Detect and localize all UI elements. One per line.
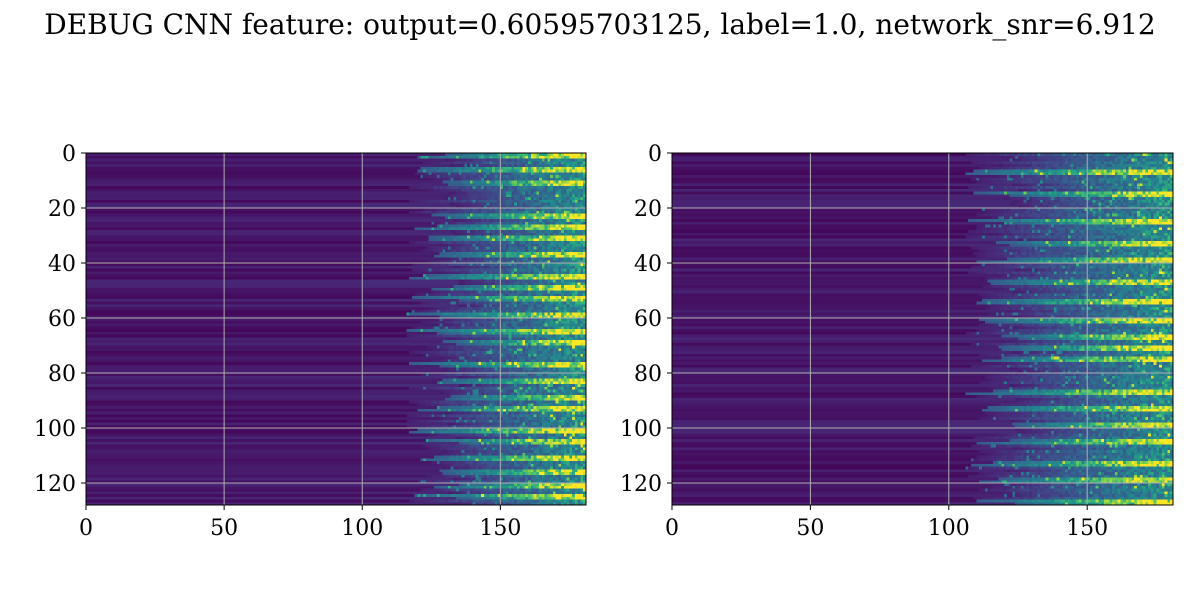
y-tick-label: 20 (48, 197, 76, 222)
y-tick-label: 120 (620, 472, 662, 497)
y-tick-label: 120 (34, 472, 76, 497)
y-tick-label: 0 (648, 142, 662, 167)
heatmap-panel-left: 0 50 100 150 0 20 40 60 80 100 120 (34, 142, 587, 541)
y-tick-label: 100 (620, 417, 662, 442)
y-tick-label: 40 (634, 252, 662, 277)
y-tick-label: 100 (34, 417, 76, 442)
figure-title: DEBUG CNN feature: output=0.60595703125,… (44, 8, 1156, 41)
heatmap-panel-right: 0 50 100 150 0 20 40 60 80 100 120 (620, 142, 1174, 541)
y-tick-label: 60 (48, 307, 76, 332)
x-tick-label: 150 (479, 516, 521, 541)
y-tick-label: 0 (62, 142, 76, 167)
y-tick-label: 20 (634, 197, 662, 222)
axes-frame (671, 152, 1174, 506)
heatmap-image (86, 153, 586, 505)
x-tick-label: 100 (341, 516, 383, 541)
heatmap-image (672, 153, 1173, 505)
x-tick-label: 50 (796, 516, 824, 541)
y-tick-label: 60 (634, 307, 662, 332)
y-tick-label: 80 (48, 362, 76, 387)
axes-frame (85, 152, 587, 506)
x-tick-label: 0 (79, 516, 93, 541)
x-tick-label: 100 (928, 516, 970, 541)
y-tick-label: 80 (634, 362, 662, 387)
x-tick-label: 50 (210, 516, 238, 541)
y-tick-label: 40 (48, 252, 76, 277)
x-tick-label: 150 (1066, 516, 1108, 541)
x-tick-label: 0 (665, 516, 679, 541)
